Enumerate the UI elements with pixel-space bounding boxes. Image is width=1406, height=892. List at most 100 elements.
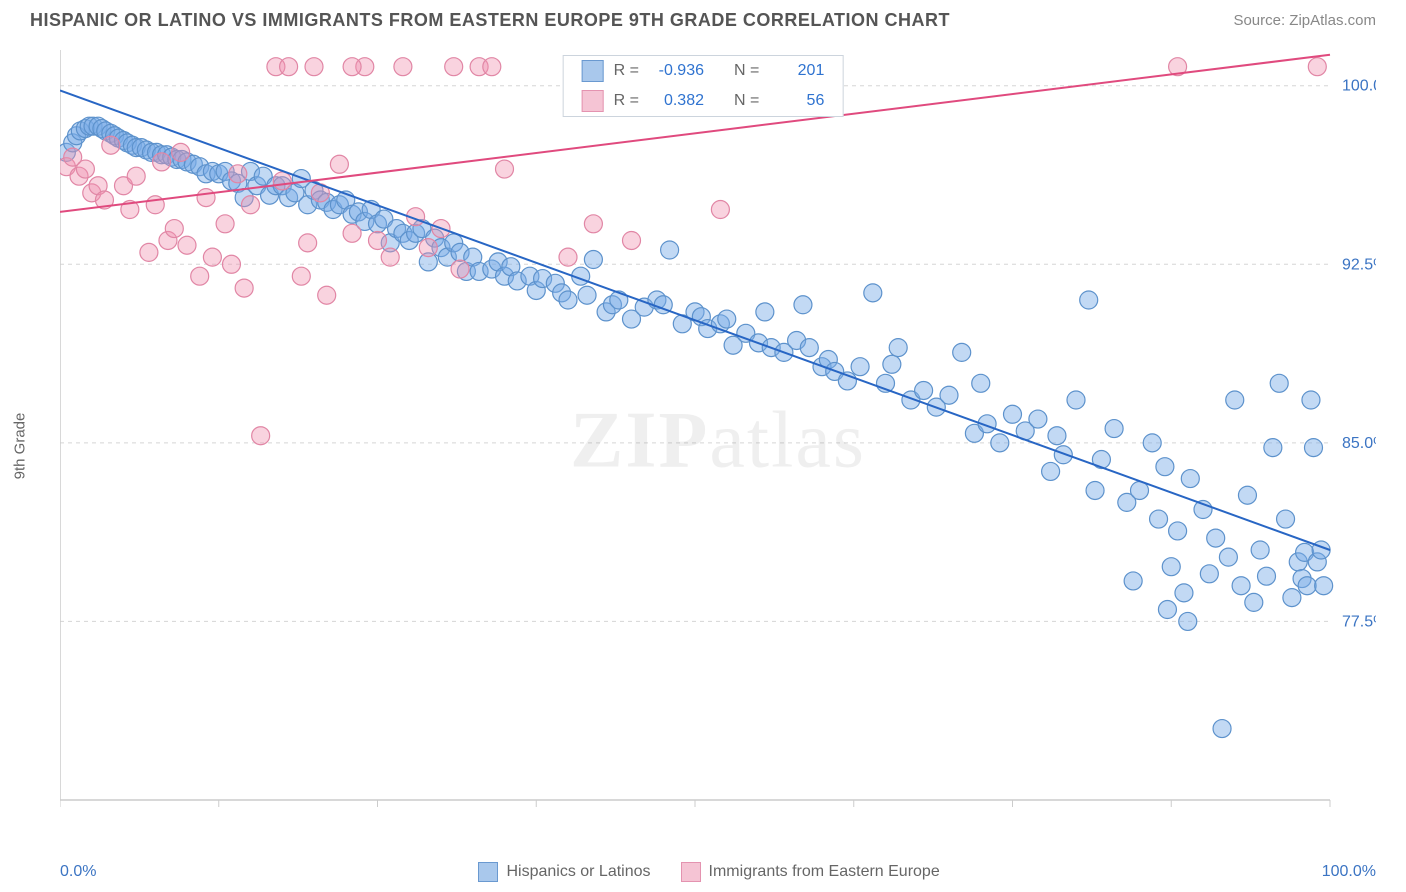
- data-point: [229, 165, 247, 183]
- data-point: [165, 220, 183, 238]
- y-tick-label: 85.0%: [1342, 435, 1376, 452]
- data-point: [222, 255, 240, 273]
- data-point: [445, 58, 463, 76]
- data-point: [1158, 601, 1176, 619]
- data-point: [76, 160, 94, 178]
- data-point: [991, 434, 1009, 452]
- data-point: [252, 427, 270, 445]
- data-point: [1251, 541, 1269, 559]
- data-point: [197, 189, 215, 207]
- data-point: [756, 303, 774, 321]
- data-point: [394, 58, 412, 76]
- data-point: [1156, 458, 1174, 476]
- data-point: [343, 224, 361, 242]
- data-point: [940, 386, 958, 404]
- data-point: [1086, 481, 1104, 499]
- r-label: R =: [614, 92, 639, 110]
- data-point: [299, 234, 317, 252]
- scatter-chart: 77.5%85.0%92.5%100.0%: [60, 50, 1376, 832]
- data-point: [305, 58, 323, 76]
- data-point: [584, 215, 602, 233]
- data-point: [369, 231, 387, 249]
- stats-row: R = -0.936 N = 201: [564, 56, 843, 86]
- data-point: [1004, 405, 1022, 423]
- data-point: [559, 291, 577, 309]
- data-point: [172, 143, 190, 161]
- data-point: [915, 381, 933, 399]
- data-point: [1270, 374, 1288, 392]
- data-point: [1245, 593, 1263, 611]
- legend-swatch: [478, 862, 498, 882]
- data-point: [127, 167, 145, 185]
- data-point: [280, 58, 298, 76]
- data-point: [1304, 439, 1322, 457]
- data-point: [972, 374, 990, 392]
- data-point: [1232, 577, 1250, 595]
- stats-row: R = 0.382 N = 56: [564, 86, 843, 116]
- data-point: [242, 196, 260, 214]
- data-point: [1213, 720, 1231, 738]
- legend-label: Hispanics or Latinos: [506, 863, 650, 881]
- y-tick-label: 77.5%: [1342, 613, 1376, 630]
- data-point: [1162, 558, 1180, 576]
- n-value: 56: [769, 92, 824, 110]
- data-point: [1175, 584, 1193, 602]
- series-swatch: [582, 60, 604, 82]
- data-point: [1226, 391, 1244, 409]
- data-point: [1207, 529, 1225, 547]
- data-point: [718, 310, 736, 328]
- n-label: N =: [734, 62, 759, 80]
- n-label: N =: [734, 92, 759, 110]
- series-swatch: [582, 90, 604, 112]
- trend-line: [60, 90, 1330, 550]
- data-point: [1302, 391, 1320, 409]
- data-point: [191, 267, 209, 285]
- data-point: [381, 248, 399, 266]
- data-point: [883, 355, 901, 373]
- chart-title: HISPANIC OR LATINO VS IMMIGRANTS FROM EA…: [30, 10, 950, 31]
- data-point: [559, 248, 577, 266]
- data-point: [1264, 439, 1282, 457]
- data-point: [578, 286, 596, 304]
- data-point: [1143, 434, 1161, 452]
- data-point: [623, 231, 641, 249]
- stats-legend-box: R = -0.936 N = 201 R = 0.382 N = 56: [563, 55, 844, 117]
- data-point: [1169, 522, 1187, 540]
- data-point: [1283, 589, 1301, 607]
- y-axis-label: 9th Grade: [12, 413, 29, 480]
- data-point: [1277, 510, 1295, 528]
- data-point: [1179, 612, 1197, 630]
- data-point: [800, 339, 818, 357]
- data-point: [1150, 510, 1168, 528]
- data-point: [1308, 58, 1326, 76]
- r-label: R =: [614, 62, 639, 80]
- y-tick-label: 100.0%: [1342, 78, 1376, 95]
- r-value: 0.382: [649, 92, 704, 110]
- bottom-legend: Hispanics or Latinos Immigrants from Eas…: [96, 862, 1321, 882]
- data-point: [1219, 548, 1237, 566]
- data-point: [1298, 577, 1316, 595]
- data-point: [794, 296, 812, 314]
- data-point: [1048, 427, 1066, 445]
- data-point: [711, 201, 729, 219]
- legend-item: Immigrants from Eastern Europe: [681, 862, 940, 882]
- data-point: [1029, 410, 1047, 428]
- data-point: [330, 155, 348, 173]
- data-point: [1258, 567, 1276, 585]
- legend-swatch: [681, 862, 701, 882]
- data-point: [889, 339, 907, 357]
- data-point: [343, 58, 361, 76]
- legend-label: Immigrants from Eastern Europe: [709, 863, 940, 881]
- data-point: [1080, 291, 1098, 309]
- data-point: [140, 243, 158, 261]
- data-point: [102, 136, 120, 154]
- data-point: [1067, 391, 1085, 409]
- data-point: [496, 160, 514, 178]
- data-point: [318, 286, 336, 304]
- x-axis-min-label: 0.0%: [60, 863, 96, 881]
- data-point: [1105, 420, 1123, 438]
- data-point: [483, 58, 501, 76]
- x-axis-max-label: 100.0%: [1322, 863, 1376, 881]
- r-value: -0.936: [649, 62, 704, 80]
- data-point: [178, 236, 196, 254]
